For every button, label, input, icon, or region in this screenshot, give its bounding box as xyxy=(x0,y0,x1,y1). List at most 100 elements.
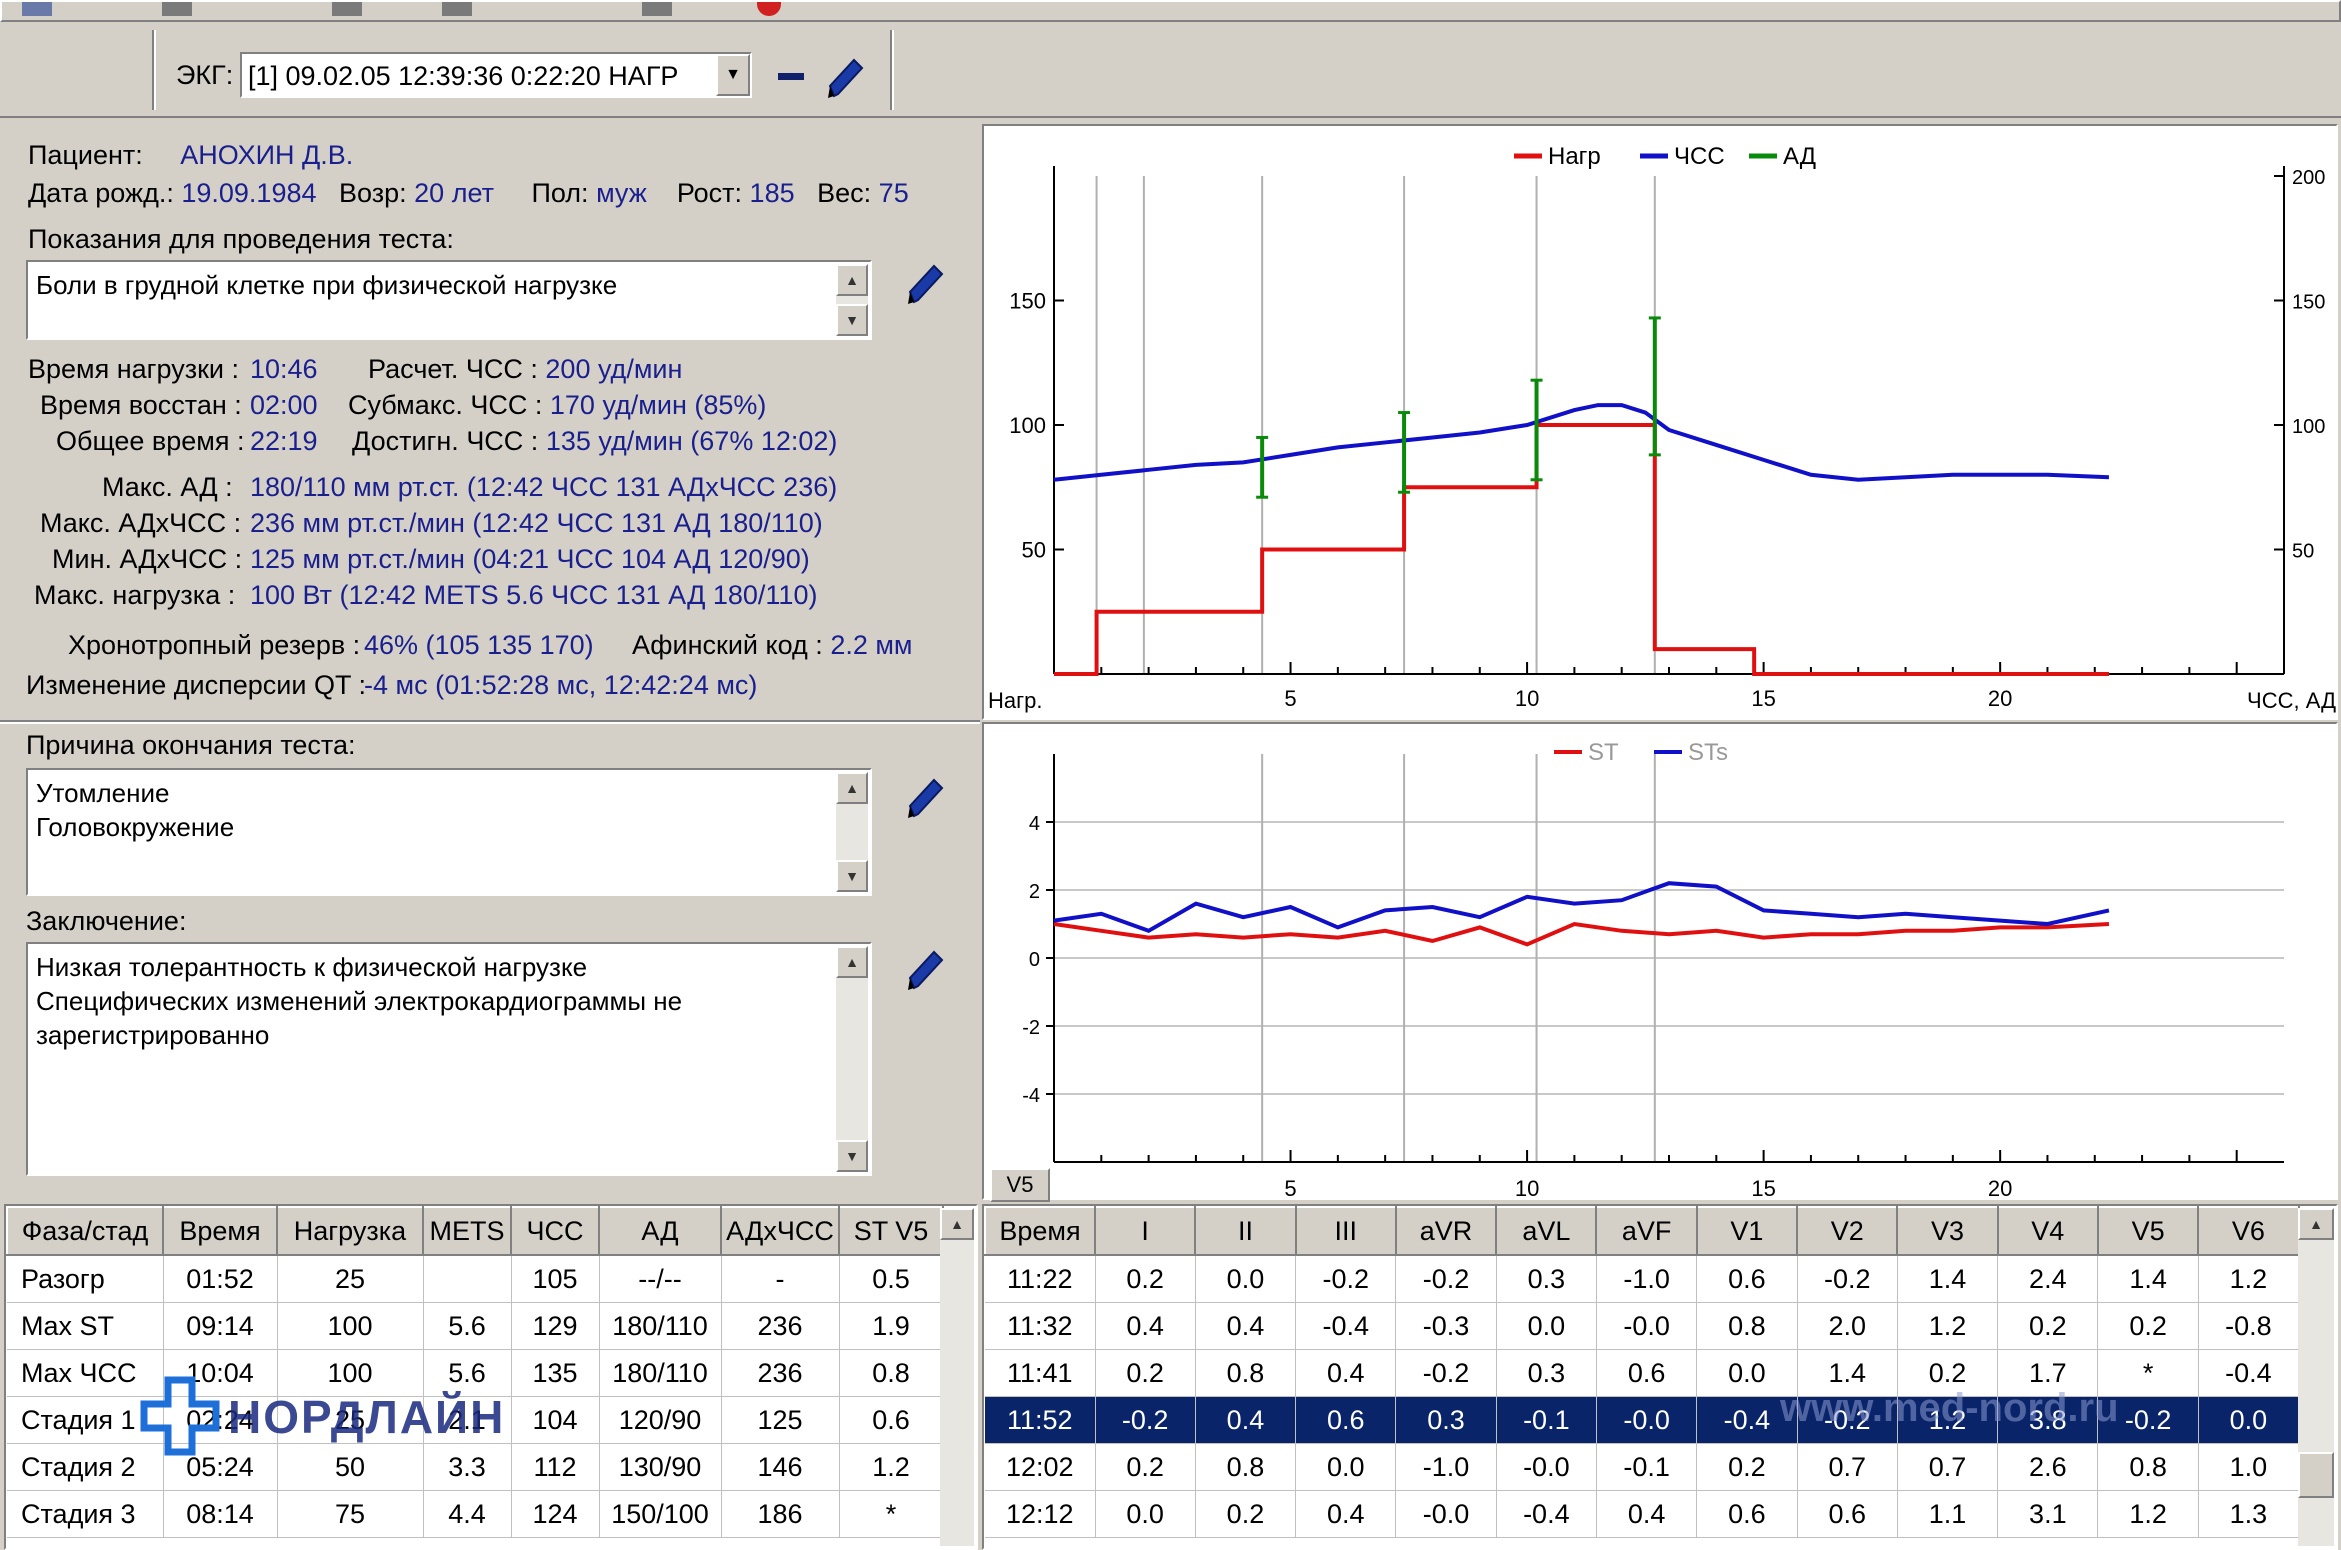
table-cell: -0.2 xyxy=(1395,1255,1497,1303)
table-cell: -0.2 xyxy=(1797,1255,1898,1303)
toolbar-icon[interactable] xyxy=(332,2,362,16)
table-row[interactable]: 11:41 0.2 0.8 0.4 -0.2 0.3 0.6 0.0 1.4 0.2 1.7 * -0.… xyxy=(985,1349,2300,1397)
table-cell: 10:04 xyxy=(163,1349,278,1397)
table-cell: 0.6 xyxy=(839,1396,944,1444)
table-cell: 0.3 xyxy=(1395,1396,1497,1444)
ecg-select[interactable]: [1] 09.02.05 12:39:36 0:22:20 НАГР ▼ xyxy=(240,52,752,98)
table-cell: 50 xyxy=(277,1443,424,1491)
pen-icon[interactable] xyxy=(906,948,946,992)
toolbar-icon[interactable] xyxy=(162,2,192,16)
table-row[interactable]: Разогр 01:52 25 105 --/-- -0.5 xyxy=(7,1255,944,1303)
table-cell: -0.2 xyxy=(1797,1396,1898,1444)
toolbar-icon[interactable] xyxy=(642,2,672,16)
reason-label: Причина окончания теста: xyxy=(26,730,356,760)
minus-icon[interactable] xyxy=(778,73,804,80)
table-cell xyxy=(423,1255,512,1303)
table-row[interactable]: Max ST 09:14 100 5.6 129 180/110 236 1.9 xyxy=(7,1302,944,1350)
table-cell: -0.2 xyxy=(1295,1255,1397,1303)
table-cell: 150/100 xyxy=(599,1490,722,1538)
table-cell: -0.2 xyxy=(1395,1349,1497,1397)
table-row[interactable]: 12:02 0.2 0.8 0.0 -1.0 -0.0 -0.1 0.2 0.7 0.7 2.6 0.… xyxy=(985,1443,2300,1491)
table-cell: -0.0 xyxy=(1496,1443,1597,1491)
table-cell: 125 xyxy=(721,1396,840,1444)
stages-col-header[interactable]: METS xyxy=(422,1206,512,1256)
chevron-down-icon[interactable]: ▼ xyxy=(716,54,750,96)
y-tick-label: 100 xyxy=(2292,416,2325,438)
table-cell: 4.4 xyxy=(423,1490,512,1538)
stages-col-header[interactable]: ST V5 xyxy=(838,1206,944,1256)
leads-col-header[interactable]: aVR xyxy=(1394,1206,1498,1256)
indications-label: Показания для проведения теста: xyxy=(28,224,454,254)
table-cell: 129 xyxy=(511,1302,600,1350)
table-row[interactable]: Стадия 2 05:24 50 3.3 112 130/90 146 1.2 xyxy=(7,1443,944,1491)
lead-selector[interactable]: V5 xyxy=(990,1168,1050,1202)
table-cell: 146 xyxy=(721,1443,840,1491)
table-cell: * xyxy=(2097,1349,2199,1397)
table-cell: --/-- xyxy=(599,1255,722,1303)
x-tick-label: 10 xyxy=(1515,1176,1539,1200)
table-cell: 0.6 xyxy=(1797,1490,1898,1538)
table-cell: 1.7 xyxy=(1997,1349,2099,1397)
table-cell: 1.2 xyxy=(2097,1490,2199,1538)
leads-col-header[interactable]: V4 xyxy=(1996,1206,2099,1256)
leads-col-header[interactable]: I xyxy=(1093,1206,1197,1256)
stages-col-header[interactable]: АДхЧСС xyxy=(720,1206,840,1256)
table-cell: -0.0 xyxy=(1596,1396,1698,1444)
url-watermark: www.med-nord.ru xyxy=(1780,1386,2119,1430)
reason-textbox[interactable]: Утомление Головокружение ▲ ▼ xyxy=(26,768,872,896)
table-row[interactable]: 11:52 -0.2 0.4 0.6 0.3 -0.1 -0.0 -0.4 -0.2 1.2 3.8… xyxy=(985,1396,2300,1444)
leads-col-header[interactable]: V3 xyxy=(1896,1206,1999,1256)
toolbar-icon[interactable] xyxy=(442,2,472,16)
x-tick-label: 15 xyxy=(1751,686,1775,711)
table-row[interactable]: Max ЧСС 10:04 100 5.6 135 180/110 236 0.8 xyxy=(7,1349,944,1397)
stages-col-header[interactable]: Время xyxy=(162,1206,278,1256)
table-cell: 25 xyxy=(277,1396,424,1444)
leads-col-header[interactable]: V1 xyxy=(1695,1206,1799,1256)
table-cell: 75 xyxy=(277,1490,424,1538)
table-cell: 1.0 xyxy=(2198,1443,2300,1491)
table-cell: 0.2 xyxy=(2097,1302,2199,1350)
leads-col-header[interactable]: V2 xyxy=(1796,1206,1899,1256)
y-tick-label: 150 xyxy=(2292,292,2325,314)
table-cell: -0.1 xyxy=(1596,1443,1698,1491)
indications-textbox[interactable]: Боли в грудной клетке при физической наг… xyxy=(26,260,872,340)
legend-entry: ST xyxy=(1588,739,1619,766)
leads-col-header[interactable]: Время xyxy=(984,1206,1096,1256)
pen-icon[interactable] xyxy=(826,56,866,100)
table-cell: 0.2 xyxy=(1095,1443,1196,1491)
table-cell: 186 xyxy=(721,1490,840,1538)
table-cell: 0.2 xyxy=(1195,1490,1297,1538)
toolbar-icon[interactable] xyxy=(22,2,52,16)
stages-col-header[interactable]: Нагрузка xyxy=(276,1206,424,1256)
conclusion-textbox[interactable]: Низкая толерантность к физической нагруз… xyxy=(26,942,872,1176)
stages-col-header[interactable]: АД xyxy=(598,1206,722,1256)
record-icon[interactable] xyxy=(757,2,781,16)
pen-icon[interactable] xyxy=(906,262,946,306)
cross-logo-icon xyxy=(140,1376,220,1456)
table-row[interactable]: 11:22 0.2 0.0 -0.2 -0.2 0.3 -1.0 0.6 -0.2 1.4 2.4 1… xyxy=(985,1255,2300,1303)
x-tick-label: 5 xyxy=(1284,686,1296,711)
table-row[interactable]: 12:12 0.0 0.2 0.4 -0.0 -0.4 0.4 0.6 0.6 1.1 3.1 1.2… xyxy=(985,1490,2300,1538)
table-cell: 08:14 xyxy=(163,1490,278,1538)
leads-col-header[interactable]: III xyxy=(1294,1206,1397,1256)
leads-col-header[interactable]: V6 xyxy=(2197,1206,2300,1256)
table-cell: * xyxy=(839,1490,944,1538)
table-row[interactable]: Стадия 3 08:14 75 4.4 124 150/100 186 * xyxy=(7,1490,944,1538)
y-tick-label: 50 xyxy=(2292,541,2314,563)
x-axis-label-right: ЧСС, АД xyxy=(2247,688,2336,713)
table-cell: 12:12 xyxy=(985,1490,1096,1538)
stages-col-header[interactable]: Фаза/стад xyxy=(6,1206,164,1256)
table-row[interactable]: Стадия 1 02:24 25 2.1 104 120/90 125 0.6 xyxy=(7,1396,944,1444)
table-cell: -0.4 xyxy=(1295,1302,1397,1350)
table-cell: 0.6 xyxy=(1596,1349,1698,1397)
legend-entry: ЧСС xyxy=(1674,143,1725,170)
stages-col-header[interactable]: ЧСС xyxy=(510,1206,600,1256)
leads-col-header[interactable]: II xyxy=(1194,1206,1297,1256)
leads-col-header[interactable]: V5 xyxy=(2096,1206,2200,1256)
legend-entry: Нагр xyxy=(1548,143,1601,170)
table-cell: 2.6 xyxy=(1997,1443,2099,1491)
pen-icon[interactable] xyxy=(906,776,946,820)
leads-col-header[interactable]: aVF xyxy=(1595,1206,1698,1256)
leads-col-header[interactable]: aVL xyxy=(1495,1206,1598,1256)
table-row[interactable]: 11:32 0.4 0.4 -0.4 -0.3 0.0 -0.0 0.8 2.0 1.2 0.2 0.… xyxy=(985,1302,2300,1350)
